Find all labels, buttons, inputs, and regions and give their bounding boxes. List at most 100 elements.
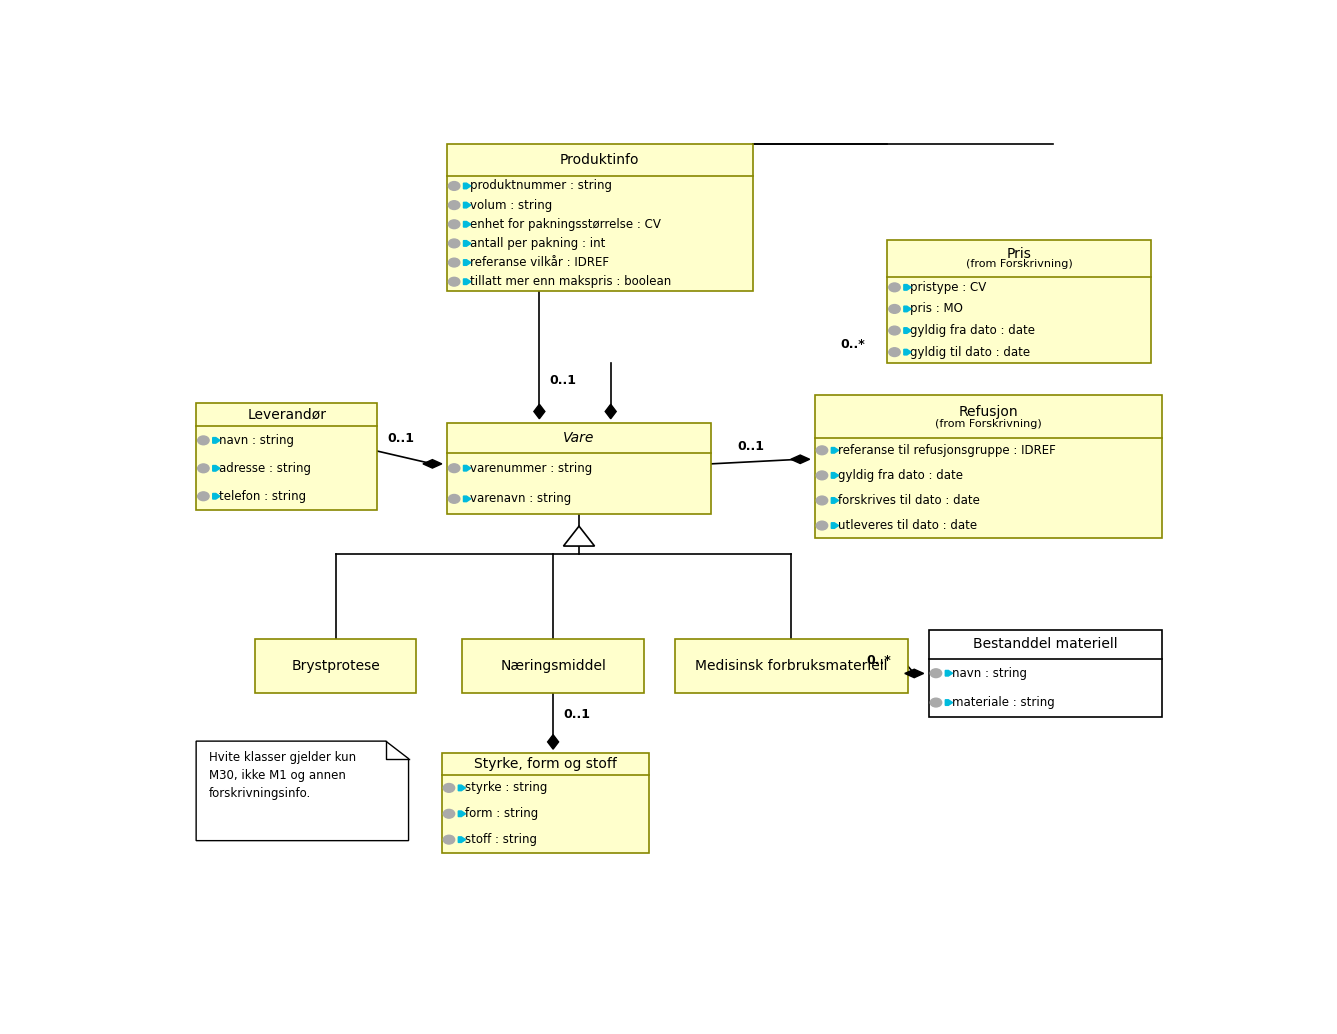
Polygon shape — [790, 455, 810, 463]
FancyBboxPatch shape — [929, 630, 1162, 718]
Circle shape — [448, 239, 460, 248]
Circle shape — [448, 220, 460, 229]
Circle shape — [448, 201, 460, 210]
Polygon shape — [905, 669, 924, 677]
Text: form : string: form : string — [464, 808, 537, 820]
FancyBboxPatch shape — [255, 639, 416, 694]
Text: pris : MO: pris : MO — [910, 302, 963, 315]
Text: stoff : string: stoff : string — [464, 833, 536, 846]
Text: Refusjon: Refusjon — [959, 405, 1017, 419]
Text: Produktinfo: Produktinfo — [560, 153, 639, 168]
FancyArrow shape — [904, 349, 910, 355]
Polygon shape — [606, 404, 616, 419]
Text: enhet for pakningsstørrelse : CV: enhet for pakningsstørrelse : CV — [469, 218, 660, 231]
FancyBboxPatch shape — [447, 144, 753, 292]
Text: Vare: Vare — [563, 431, 595, 445]
Text: 0..*: 0..* — [841, 338, 865, 351]
Text: materiale : string: materiale : string — [952, 696, 1055, 709]
Circle shape — [448, 258, 460, 267]
FancyArrow shape — [464, 260, 471, 266]
FancyArrow shape — [945, 700, 952, 705]
Circle shape — [817, 472, 828, 480]
FancyBboxPatch shape — [197, 403, 377, 510]
Circle shape — [448, 494, 460, 504]
Text: referanse til refusjonsgruppe : IDREF: referanse til refusjonsgruppe : IDREF — [837, 444, 1055, 457]
Text: gyldig fra dato : date: gyldig fra dato : date — [910, 324, 1035, 337]
Text: Leverandør: Leverandør — [247, 407, 326, 422]
Text: Bestanddel materiell: Bestanddel materiell — [973, 637, 1118, 651]
Text: pristype : CV: pristype : CV — [910, 281, 987, 294]
Text: Hvite klasser gjelder kun
M30, ikke M1 og annen
forskrivningsinfo.: Hvite klasser gjelder kun M30, ikke M1 o… — [209, 751, 356, 799]
Circle shape — [889, 305, 900, 313]
FancyBboxPatch shape — [814, 395, 1162, 538]
Text: 0..1: 0..1 — [388, 432, 414, 445]
Circle shape — [444, 810, 455, 818]
FancyArrow shape — [464, 241, 471, 246]
Text: antall per pakning : int: antall per pakning : int — [469, 237, 606, 250]
FancyArrow shape — [832, 497, 838, 504]
Text: gyldig fra dato : date: gyldig fra dato : date — [837, 468, 963, 482]
FancyBboxPatch shape — [463, 639, 644, 694]
Text: varenavn : string: varenavn : string — [469, 492, 571, 506]
Circle shape — [444, 784, 455, 792]
Text: gyldig til dato : date: gyldig til dato : date — [910, 345, 1031, 359]
Polygon shape — [422, 460, 441, 468]
FancyBboxPatch shape — [441, 753, 648, 853]
FancyArrow shape — [464, 496, 471, 501]
Text: 0..1: 0..1 — [737, 439, 763, 453]
FancyArrow shape — [213, 437, 221, 444]
FancyArrow shape — [904, 328, 910, 333]
Text: Styrke, form og stoff: Styrke, form og stoff — [473, 757, 616, 771]
FancyArrow shape — [459, 811, 465, 817]
Text: varenummer : string: varenummer : string — [469, 462, 592, 475]
FancyArrow shape — [904, 306, 910, 311]
Polygon shape — [197, 741, 409, 841]
FancyArrow shape — [945, 670, 952, 676]
Text: Pris: Pris — [1007, 247, 1032, 262]
Circle shape — [448, 464, 460, 473]
Circle shape — [931, 669, 941, 677]
Text: navn : string: navn : string — [952, 667, 1027, 679]
FancyArrow shape — [213, 465, 221, 472]
Text: adresse : string: adresse : string — [219, 462, 312, 475]
Text: telefon : string: telefon : string — [219, 490, 306, 503]
FancyArrow shape — [459, 785, 465, 791]
FancyArrow shape — [464, 279, 471, 284]
Text: 0..1: 0..1 — [550, 374, 576, 387]
Text: produktnummer : string: produktnummer : string — [469, 180, 612, 192]
FancyBboxPatch shape — [447, 423, 711, 514]
Text: navn : string: navn : string — [219, 434, 294, 447]
Polygon shape — [548, 735, 559, 750]
Circle shape — [198, 464, 209, 473]
Text: (from Forskrivning): (from Forskrivning) — [935, 419, 1042, 428]
Circle shape — [198, 492, 209, 500]
Text: tillatt mer enn makspris : boolean: tillatt mer enn makspris : boolean — [469, 275, 671, 288]
Text: forskrives til dato : date: forskrives til dato : date — [837, 494, 980, 507]
Circle shape — [889, 283, 900, 292]
Circle shape — [448, 277, 460, 286]
Polygon shape — [533, 404, 545, 419]
FancyArrow shape — [464, 203, 471, 208]
Text: Næringsmiddel: Næringsmiddel — [500, 660, 606, 673]
FancyArrow shape — [213, 493, 221, 499]
Circle shape — [817, 521, 828, 530]
Polygon shape — [563, 526, 595, 546]
FancyArrow shape — [464, 221, 471, 227]
Circle shape — [889, 326, 900, 335]
FancyArrow shape — [464, 183, 471, 189]
Circle shape — [448, 182, 460, 190]
Text: Brystprotese: Brystprotese — [291, 660, 380, 673]
Text: Medisinsk forbruksmateriell: Medisinsk forbruksmateriell — [695, 660, 888, 673]
Circle shape — [198, 436, 209, 445]
Text: styrke : string: styrke : string — [464, 782, 547, 794]
FancyArrow shape — [832, 523, 838, 528]
FancyArrow shape — [459, 837, 465, 843]
FancyArrow shape — [904, 284, 910, 291]
Text: volum : string: volum : string — [469, 199, 552, 212]
FancyArrow shape — [464, 465, 471, 470]
Circle shape — [889, 347, 900, 357]
Circle shape — [817, 446, 828, 455]
FancyBboxPatch shape — [888, 240, 1151, 363]
Text: 0..*: 0..* — [866, 655, 892, 667]
Circle shape — [931, 698, 941, 707]
